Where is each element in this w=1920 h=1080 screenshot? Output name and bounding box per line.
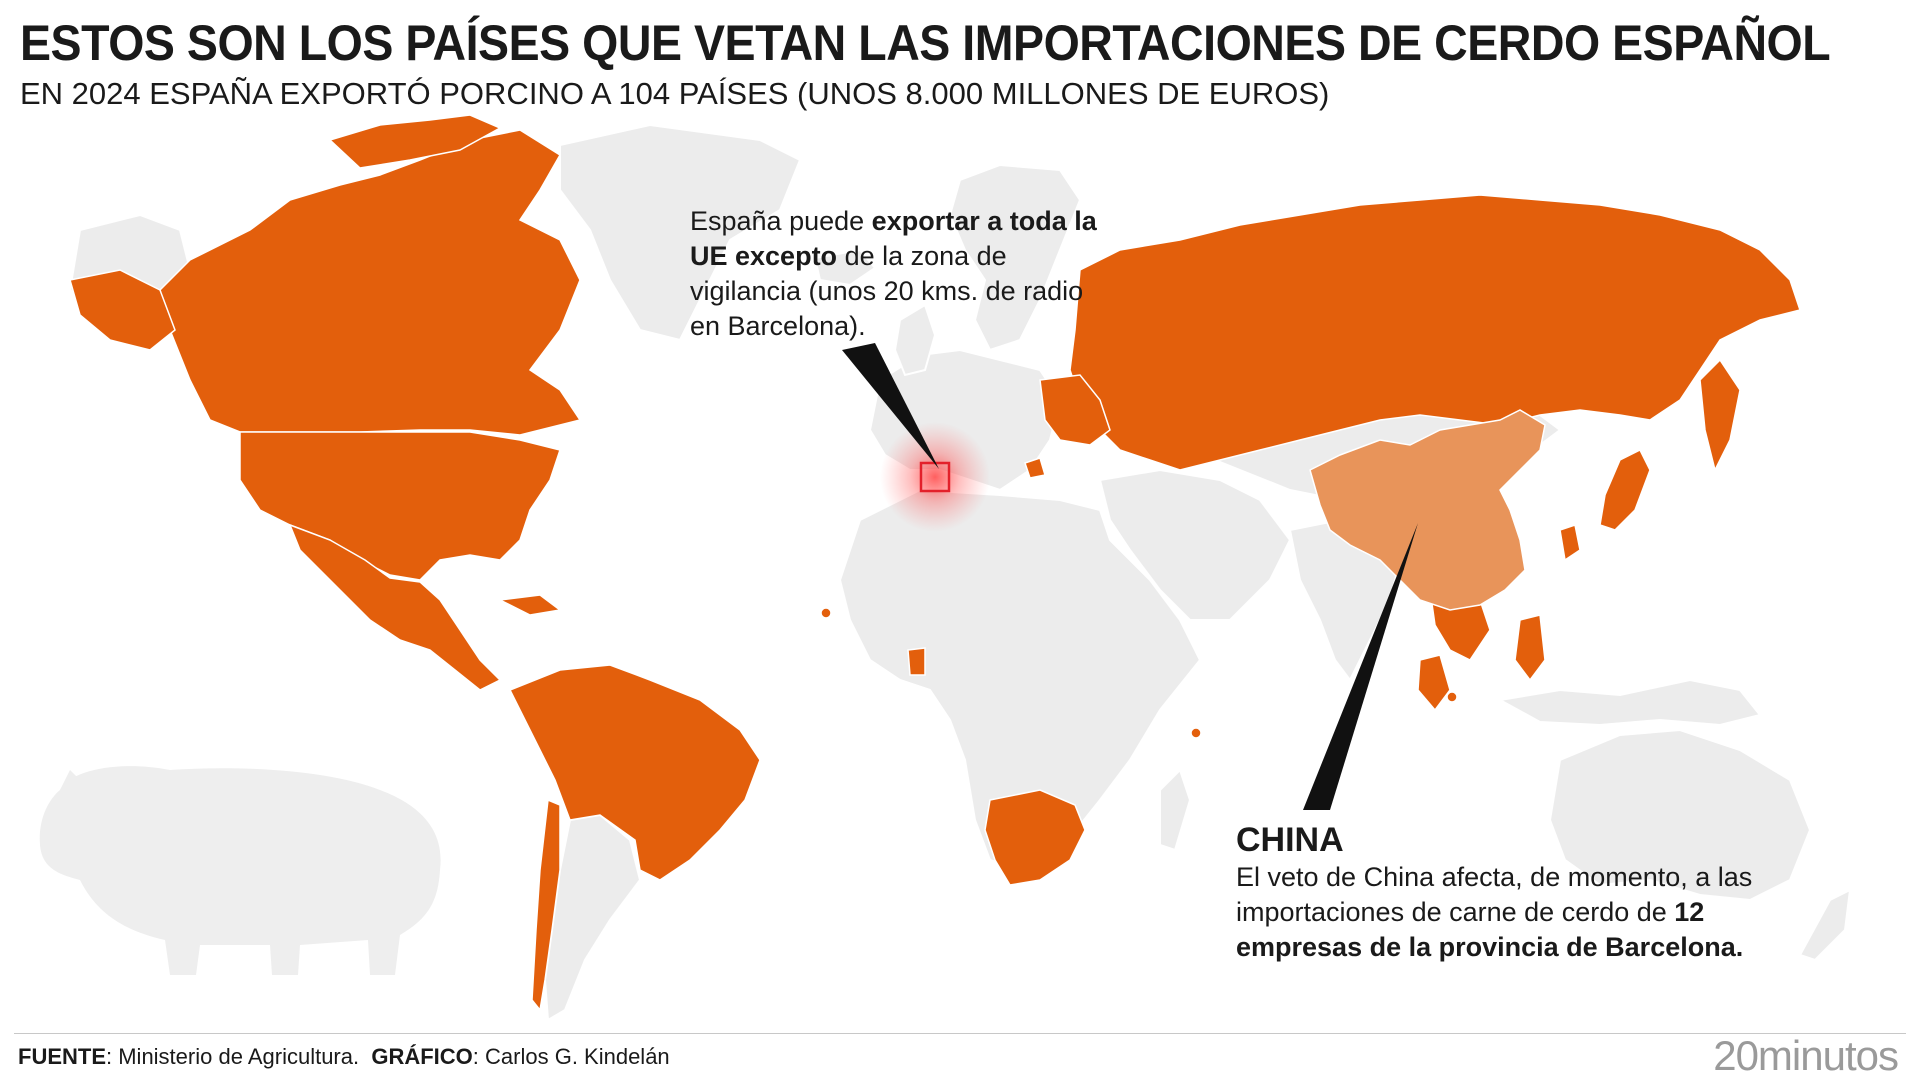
veto-countries — [69, 114, 1801, 1012]
pig-silhouette-icon — [39, 766, 441, 975]
eu-callout: España puede exportar a toda la UE excep… — [690, 204, 1100, 344]
eu-callout-bold: exportar a toda la UE excepto — [690, 206, 1097, 271]
china-callout-title: CHINA — [1236, 821, 1344, 859]
surveillance-zone-marker-icon — [880, 422, 990, 532]
china-callout-pointer — [1303, 523, 1418, 810]
footer-divider — [14, 1033, 1906, 1034]
china-callout-bold: 12 empresas de la provincia de Barcelona… — [1236, 897, 1744, 962]
page-title: ESTOS SON LOS PAÍSES QUE VETAN LAS IMPOR… — [20, 15, 1831, 71]
eu-callout-text-1: España puede — [690, 206, 872, 236]
source-value: : Ministerio de Agricultura. — [106, 1044, 360, 1069]
china-callout: CHINA El veto de China afecta, de moment… — [1236, 820, 1796, 965]
publisher-logo: 20minutos — [1713, 1032, 1899, 1079]
graphic-value: : Carlos G. Kindelán — [472, 1044, 670, 1069]
page-subtitle: EN 2024 ESPAÑA EXPORTÓ PORCINO A 104 PAÍ… — [20, 76, 1330, 111]
source-credits: FUENTE: Ministerio de Agricultura. GRÁFI… — [18, 1044, 670, 1070]
eu-callout-pointer — [842, 343, 939, 469]
eu-callout-text-2: de la zona de vigilancia (unos 20 kms. d… — [690, 241, 1084, 341]
graphic-label: GRÁFICO — [371, 1044, 473, 1069]
world-map — [39, 114, 1852, 1022]
china-callout-text: El veto de China afecta, de momento, a l… — [1236, 862, 1753, 927]
china-region — [1309, 409, 1546, 611]
source-label: FUENTE — [18, 1044, 106, 1069]
